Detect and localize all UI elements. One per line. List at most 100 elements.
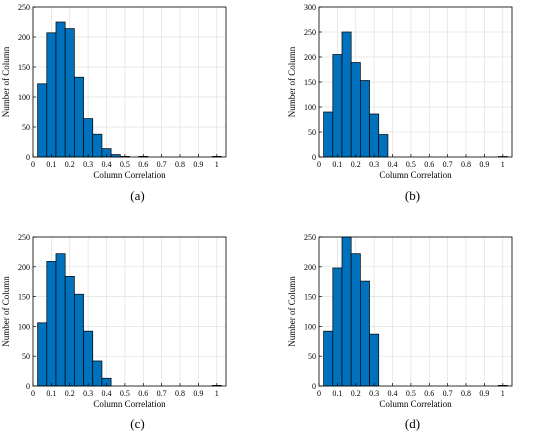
histogram-bar-b-2: [341, 31, 352, 158]
histogram-bar-d-2: [341, 236, 352, 387]
x-tick-label-c-3: 0.3: [83, 389, 93, 398]
histogram-b: 0 0.1 0.2 0.3 0.4 0.5 0.6 0.7 0.8 0.9 1 0 50 100 150 20…: [287, 3, 513, 180]
histogram-bar-d-1: [332, 267, 343, 387]
histogram-bar-a-0: [37, 83, 48, 158]
histogram-c: 0 0.1 0.2 0.3 0.4 0.5 0.6 0.7 0.8 0.9 1 0 50 100 150 20…: [1, 233, 227, 409]
x-tick-label-d-6: 0.6: [424, 389, 434, 398]
histogram-bar-b-4: [360, 80, 370, 158]
histogram-bar-c-0: [37, 322, 48, 387]
histogram-bar-b-0: [323, 111, 334, 158]
y-tick-label-a-1: 50: [22, 123, 30, 132]
y-axis-label-a: Number of Column: [1, 46, 11, 117]
y-tick-label-d-4: 200: [304, 263, 316, 272]
histogram-bar-d-5: [369, 333, 380, 387]
chart-panel-b: 0 0.1 0.2 0.3 0.4 0.5 0.6 0.7 0.8 0.9 1 0 50 100 150 20…: [275, 0, 550, 218]
y-tick-label-b-6: 300: [304, 3, 316, 12]
histogram-bar-a-3: [64, 28, 75, 158]
x-tick-label-d-3: 0.3: [369, 389, 379, 398]
y-tick-label-b-0: 0: [312, 153, 316, 162]
y-axis-label-c: Number of Column: [1, 276, 11, 347]
x-tick-label-d-2: 0.2: [351, 389, 361, 398]
x-tick-label-a-3: 0.3: [83, 160, 93, 169]
panel-label-c: (c): [130, 416, 145, 431]
histogram-bar-b-6: [378, 134, 389, 158]
x-tick-label-c-8: 0.8: [175, 389, 185, 398]
x-tick-label-b-0: 0: [317, 160, 321, 169]
x-tick-label-d-0: 0: [317, 389, 321, 398]
panel-label-b: (b): [404, 188, 421, 203]
axes-frame-c: [32, 236, 227, 387]
y-tick-label-c-5: 250: [18, 233, 30, 242]
x-tick-label-b-9: 0.9: [479, 160, 489, 169]
x-tick-label-a-1: 0.1: [46, 160, 56, 169]
y-axis-label-b: Number of Column: [287, 46, 297, 117]
x-tick-label-a-9: 0.9: [193, 160, 203, 169]
x-tick-label-c-9: 0.9: [193, 389, 203, 398]
y-tick-label-d-3: 150: [304, 293, 316, 302]
y-tick-label-c-2: 100: [18, 322, 30, 331]
x-tick-label-c-2: 0.2: [65, 389, 75, 398]
histogram-bar-d-4: [360, 280, 370, 387]
histogram-bar-a-4: [74, 76, 84, 158]
y-tick-label-d-1: 50: [308, 352, 316, 361]
x-axis-label-d: Column Correlation: [379, 399, 452, 409]
x-tick-label-b-5: 0.5: [406, 160, 416, 169]
x-tick-label-b-2: 0.2: [351, 160, 361, 169]
y-tick-label-a-2: 100: [18, 93, 30, 102]
x-tick-label-c-6: 0.6: [138, 389, 148, 398]
x-tick-label-c-7: 0.7: [157, 389, 167, 398]
x-tick-label-a-5: 0.5: [120, 160, 130, 169]
y-tick-label-a-3: 150: [18, 63, 30, 72]
y-tick-label-b-4: 200: [304, 53, 316, 62]
chart-panel-c: 0 0.1 0.2 0.3 0.4 0.5 0.6 0.7 0.8 0.9 1 0 50 100 150 20…: [0, 218, 275, 436]
x-tick-label-d-8: 0.8: [461, 389, 471, 398]
x-tick-label-d-10: 1: [501, 389, 505, 398]
histogram-bar-c-1: [46, 261, 57, 387]
x-axis-label-c: Column Correlation: [93, 399, 166, 409]
histogram-bar-d-3: [350, 253, 361, 387]
y-tick-label-b-2: 100: [304, 103, 316, 112]
y-tick-label-a-4: 200: [18, 33, 30, 42]
x-tick-label-a-0: 0: [31, 160, 35, 169]
x-tick-label-d-4: 0.4: [388, 389, 398, 398]
y-tick-label-b-3: 150: [304, 78, 316, 87]
chart-panel-a: 0 0.1 0.2 0.3 0.4 0.5 0.6 0.7 0.8 0.9 1 0 50 100 150 20…: [0, 0, 275, 218]
histogram-d: 0 0.1 0.2 0.3 0.4 0.5 0.6 0.7 0.8 0.9 1 0 50 100 150 20…: [287, 233, 513, 409]
histogram-bar-c-6: [92, 360, 103, 387]
x-tick-label-d-1: 0.1: [332, 389, 342, 398]
x-tick-label-c-4: 0.4: [102, 389, 112, 398]
x-tick-label-d-7: 0.7: [443, 389, 453, 398]
x-tick-label-b-7: 0.7: [443, 160, 453, 169]
x-tick-label-a-10: 1: [215, 160, 219, 169]
y-tick-label-c-0: 0: [26, 382, 30, 391]
y-tick-label-a-5: 250: [18, 3, 30, 12]
x-axis-label-a: Column Correlation: [93, 170, 166, 180]
x-tick-label-b-10: 1: [501, 160, 505, 169]
y-tick-label-c-1: 50: [22, 352, 30, 361]
y-tick-label-a-0: 0: [26, 153, 30, 162]
histogram-bar-a-5: [83, 118, 94, 158]
x-tick-label-a-2: 0.2: [65, 160, 75, 169]
x-tick-label-c-10: 1: [215, 389, 219, 398]
panel-label-d: (d): [404, 416, 421, 431]
axes-frame-a: [32, 6, 227, 158]
panel-label-a: (a): [130, 188, 145, 203]
x-tick-label-c-5: 0.5: [120, 389, 130, 398]
x-axis-label-b: Column Correlation: [379, 170, 452, 180]
y-axis-label-d: Number of Column: [287, 276, 297, 347]
axes-frame-d: [318, 236, 513, 387]
x-tick-label-a-4: 0.4: [102, 160, 112, 169]
y-tick-label-b-1: 50: [308, 128, 316, 137]
histogram-bar-c-2: [55, 253, 66, 387]
chart-panel-d: 0 0.1 0.2 0.3 0.4 0.5 0.6 0.7 0.8 0.9 1 0 50 100 150 20…: [275, 218, 550, 436]
x-tick-label-b-3: 0.3: [369, 160, 379, 169]
histogram-bar-a-1: [46, 32, 57, 158]
x-tick-label-a-7: 0.7: [157, 160, 167, 169]
y-tick-label-c-4: 200: [18, 263, 30, 272]
histogram-bar-c-3: [64, 275, 75, 387]
x-tick-label-d-9: 0.9: [479, 389, 489, 398]
x-tick-label-b-1: 0.1: [332, 160, 342, 169]
x-tick-label-b-6: 0.6: [424, 160, 434, 169]
histogram-bar-b-1: [332, 54, 343, 158]
x-tick-label-d-5: 0.5: [406, 389, 416, 398]
